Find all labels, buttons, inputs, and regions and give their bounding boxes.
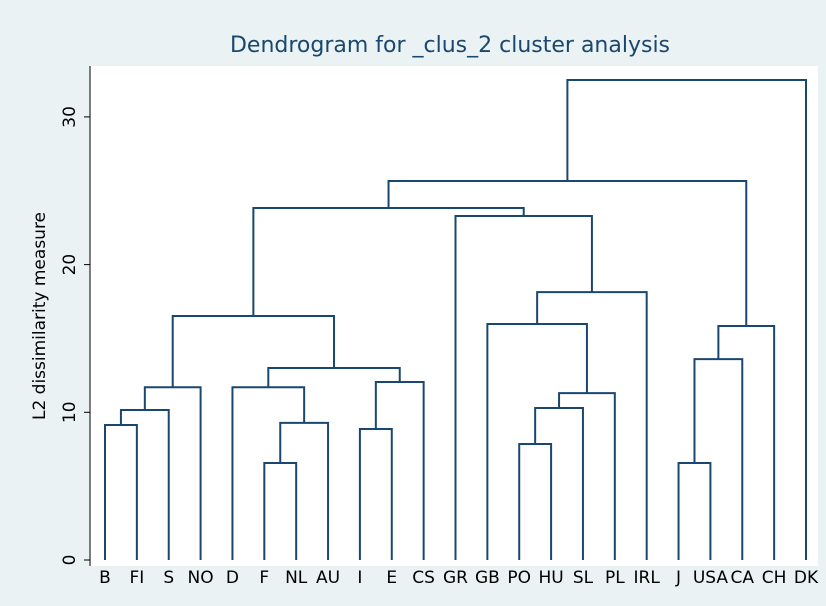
- leaf-label: IRL: [634, 568, 661, 588]
- leaf-label: USA: [693, 568, 729, 588]
- leaf-label: CH: [762, 568, 787, 588]
- leaf-label: FI: [129, 568, 144, 588]
- leaf-label: F: [259, 568, 269, 588]
- dendrogram-link: [387, 180, 748, 327]
- y-tick-label: 0: [60, 555, 80, 566]
- dendrogram-link: [143, 386, 202, 560]
- dendrogram-link: [171, 315, 336, 388]
- dendrogram-link: [231, 386, 306, 560]
- dendrogram-link: [534, 407, 584, 560]
- dendrogram-link: [119, 408, 170, 560]
- y-tick-label: 20: [60, 254, 80, 276]
- y-axis-label: L2 dissimilarity measure: [30, 212, 50, 420]
- dendrogram-link: [267, 366, 401, 388]
- dendrogram-link: [536, 291, 648, 560]
- leaf-label: NL: [285, 568, 308, 588]
- leaf-label: J: [675, 568, 681, 588]
- dendrogram-link: [518, 443, 553, 560]
- dendrogram-link: [358, 427, 393, 560]
- leaf-label: E: [386, 568, 397, 588]
- leaf-label: PO: [507, 568, 531, 588]
- dendrogram-link: [454, 215, 593, 560]
- dendrogram-link: [104, 424, 138, 560]
- leaf-label: GB: [475, 568, 500, 588]
- y-tick-label: 30: [60, 106, 80, 128]
- leaf-label: I: [357, 568, 362, 588]
- leaf-label: CS: [412, 568, 435, 588]
- leaf-label: B: [99, 568, 111, 588]
- dendrogram-link: [566, 78, 807, 560]
- chart-title: Dendrogram for _clus_2 cluster analysis: [230, 33, 670, 58]
- leaf-label: NO: [188, 568, 214, 588]
- leaf-label: D: [226, 568, 239, 588]
- leaf-label: PL: [605, 568, 625, 588]
- leaf-label: CA: [731, 568, 755, 588]
- leaf-label: HU: [538, 568, 563, 588]
- leaf-label: DK: [794, 568, 819, 588]
- y-tick-label: 10: [60, 401, 80, 423]
- leaf-label: GR: [443, 568, 468, 588]
- leaf-label: AU: [316, 568, 340, 588]
- leaf-label: S: [163, 568, 174, 588]
- leaf-label: SL: [573, 568, 594, 588]
